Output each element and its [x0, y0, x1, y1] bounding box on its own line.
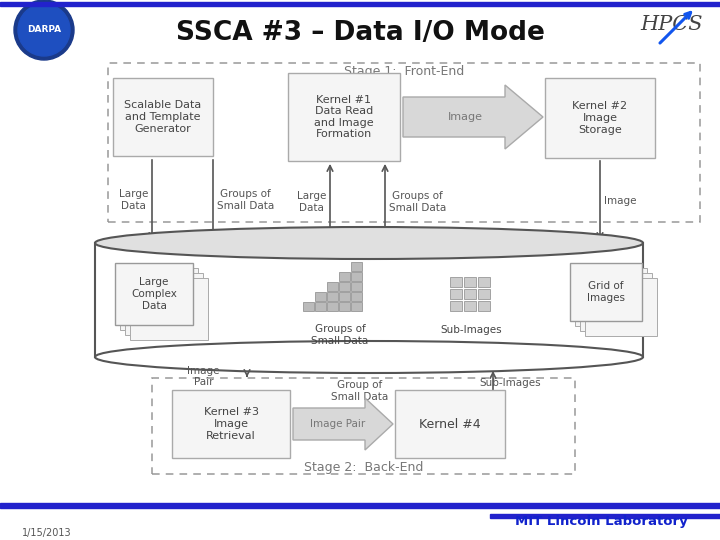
Bar — [0, 503, 720, 508]
Text: Large
Data: Large Data — [297, 191, 326, 213]
Text: Stage 2:  Back-End: Stage 2: Back-End — [304, 461, 423, 474]
Bar — [120, 268, 198, 330]
Text: Sub-Images: Sub-Images — [480, 378, 541, 388]
Text: Groups of
Small Data: Groups of Small Data — [389, 191, 446, 213]
Bar — [327, 302, 338, 311]
Ellipse shape — [95, 341, 643, 373]
Bar — [339, 302, 350, 311]
Text: Scalable Data
and Template
Generator: Scalable Data and Template Generator — [125, 100, 202, 133]
Circle shape — [14, 0, 74, 60]
Bar — [464, 289, 476, 299]
Bar — [315, 302, 326, 311]
Bar — [339, 292, 350, 301]
Bar — [450, 301, 462, 311]
Bar — [464, 301, 476, 311]
Bar — [339, 272, 350, 281]
Text: Kernel #3
Image
Retrieval: Kernel #3 Image Retrieval — [204, 407, 258, 441]
Bar — [450, 277, 462, 287]
Bar — [351, 272, 362, 281]
Bar — [125, 273, 203, 335]
Text: Group of
Small Data: Group of Small Data — [331, 380, 389, 402]
Text: MIT Lincoln Laboratory: MIT Lincoln Laboratory — [516, 515, 688, 528]
Bar — [315, 292, 326, 301]
Bar — [288, 73, 400, 161]
Bar — [130, 278, 208, 340]
Bar — [113, 78, 213, 156]
Bar — [95, 243, 643, 357]
Text: Image
Pair: Image Pair — [187, 366, 220, 387]
Bar — [351, 302, 362, 311]
Bar — [580, 273, 652, 331]
Bar — [303, 302, 314, 311]
Bar — [351, 262, 362, 271]
Bar — [478, 289, 490, 299]
Bar — [0, 2, 720, 6]
Bar — [570, 263, 642, 321]
Text: HPCS: HPCS — [641, 16, 703, 35]
Bar — [327, 292, 338, 301]
Text: Sub-Images: Sub-Images — [440, 325, 502, 335]
Bar — [351, 282, 362, 291]
Bar — [575, 268, 647, 326]
Bar — [327, 282, 338, 291]
Text: Kernel #4: Kernel #4 — [419, 417, 481, 430]
Text: Stage 1:  Front-End: Stage 1: Front-End — [344, 64, 464, 78]
Text: Image: Image — [448, 112, 482, 122]
Text: SSCA #3 – Data I/O Mode: SSCA #3 – Data I/O Mode — [176, 20, 544, 46]
Bar — [395, 390, 505, 458]
Text: Large
Data: Large Data — [119, 189, 148, 211]
Text: Groups of
Small Data: Groups of Small Data — [217, 189, 274, 211]
Text: Large
Complex
Data: Large Complex Data — [131, 278, 177, 310]
Polygon shape — [403, 85, 543, 149]
Text: Kernel #2
Image
Storage: Kernel #2 Image Storage — [572, 102, 628, 134]
Polygon shape — [293, 398, 393, 450]
Bar — [478, 277, 490, 287]
Text: 1/15/2013: 1/15/2013 — [22, 528, 71, 538]
Text: Image: Image — [604, 195, 636, 206]
Bar — [478, 301, 490, 311]
Text: Image Pair: Image Pair — [310, 419, 366, 429]
Circle shape — [18, 4, 70, 56]
Ellipse shape — [95, 227, 643, 259]
Bar — [351, 292, 362, 301]
Bar — [490, 514, 720, 518]
Bar — [115, 263, 193, 325]
Text: Grid of
Images: Grid of Images — [587, 281, 625, 303]
Text: DARPA: DARPA — [27, 25, 61, 35]
Bar — [172, 390, 290, 458]
Bar — [108, 63, 700, 222]
Text: Groups of
Small Data: Groups of Small Data — [311, 324, 369, 346]
Text: Kernel #1
Data Read
and Image
Formation: Kernel #1 Data Read and Image Formation — [314, 94, 374, 139]
Bar — [152, 378, 575, 474]
Bar — [464, 277, 476, 287]
Bar — [450, 289, 462, 299]
Bar — [545, 78, 655, 158]
Bar — [339, 282, 350, 291]
Bar — [585, 278, 657, 336]
